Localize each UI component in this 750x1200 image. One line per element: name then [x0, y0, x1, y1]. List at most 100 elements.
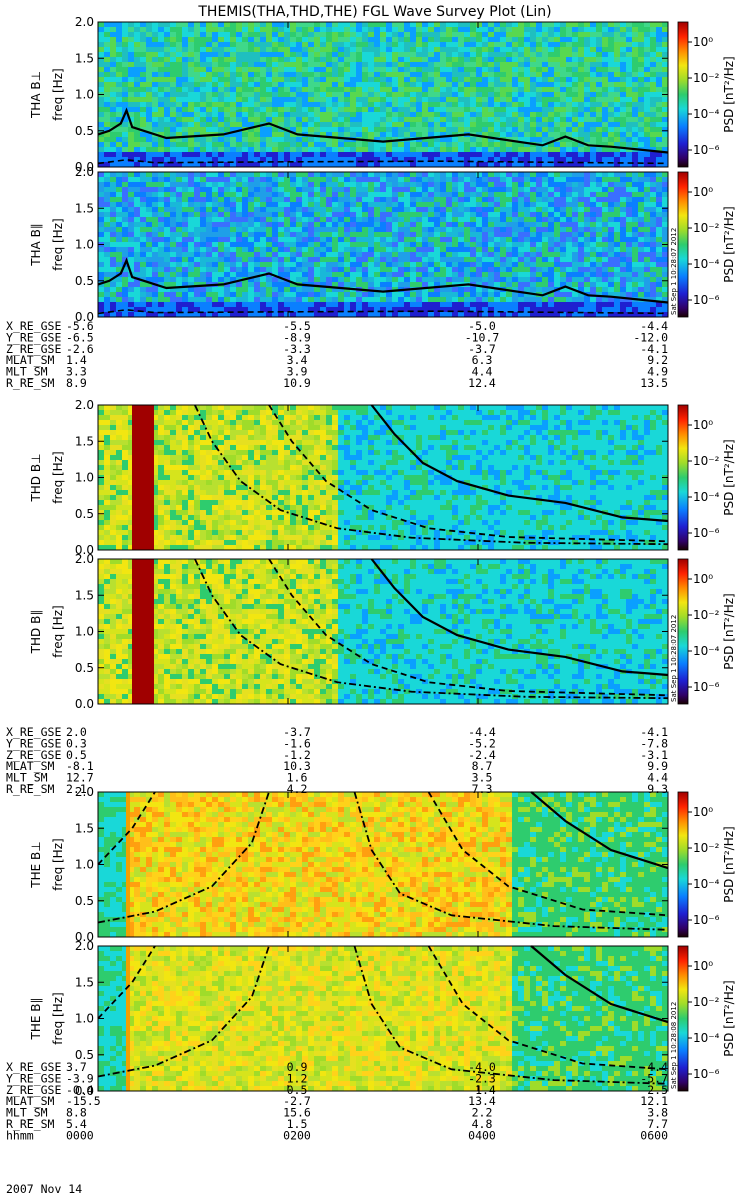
heat-cell	[644, 107, 650, 112]
heat-cell	[206, 107, 212, 112]
heat-cell	[206, 67, 212, 72]
heat-cell	[140, 162, 146, 167]
heat-cell	[620, 77, 626, 82]
heat-cell	[482, 247, 488, 252]
heat-cell	[356, 102, 362, 107]
heat-cell	[338, 227, 344, 232]
heat-cell	[518, 142, 524, 147]
heat-cell	[230, 292, 236, 297]
heat-cell	[302, 112, 308, 117]
heat-cell	[326, 252, 332, 257]
heat-cell	[374, 67, 380, 72]
heat-cell	[134, 187, 140, 192]
heat-cell	[236, 152, 242, 157]
heat-cell	[308, 232, 314, 237]
heat-cell	[200, 172, 206, 177]
heat-cell	[350, 147, 356, 152]
heat-cell	[314, 277, 320, 282]
heat-cell	[500, 62, 506, 67]
heat-cell	[218, 192, 224, 197]
heat-cell	[638, 107, 644, 112]
heat-cell	[338, 22, 344, 27]
heat-cell	[518, 82, 524, 87]
heat-cell	[392, 237, 398, 242]
heat-cell	[170, 52, 176, 57]
heat-cell	[326, 197, 332, 202]
heat-cell	[302, 252, 308, 257]
heat-cell	[338, 117, 344, 122]
heat-cell	[170, 197, 176, 202]
heat-cell	[584, 32, 590, 37]
heat-cell	[338, 262, 344, 267]
heat-cell	[332, 172, 338, 177]
heat-cell	[362, 112, 368, 117]
heat-cell	[440, 212, 446, 217]
heat-cell	[308, 227, 314, 232]
heat-cell	[284, 227, 290, 232]
heat-cell	[134, 307, 140, 312]
heat-cell	[266, 147, 272, 152]
heat-cell	[350, 52, 356, 57]
heat-cell	[476, 192, 482, 197]
heat-cell	[410, 127, 416, 132]
heat-cell	[584, 107, 590, 112]
heat-cell	[170, 92, 176, 97]
heat-cell	[284, 157, 290, 162]
heat-cell	[332, 207, 338, 212]
heat-cell	[212, 277, 218, 282]
heat-cell	[464, 27, 470, 32]
heat-cell	[272, 222, 278, 227]
heat-cell	[104, 292, 110, 297]
heat-cell	[452, 277, 458, 282]
heat-cell	[356, 192, 362, 197]
heat-cell	[476, 307, 482, 312]
heat-cell	[212, 302, 218, 307]
heat-cell	[122, 177, 128, 182]
heat-cell	[398, 92, 404, 97]
heat-cell	[140, 272, 146, 277]
heat-cell	[206, 57, 212, 62]
heat-cell	[302, 22, 308, 27]
heat-cell	[248, 197, 254, 202]
heat-cell	[302, 272, 308, 277]
heat-cell	[164, 137, 170, 142]
heat-cell	[542, 77, 548, 82]
heat-cell	[140, 182, 146, 187]
heat-cell	[362, 142, 368, 147]
heat-cell	[272, 292, 278, 297]
heat-cell	[98, 247, 104, 252]
heat-cell	[320, 62, 326, 67]
heat-cell	[344, 107, 350, 112]
heat-cell	[644, 132, 650, 137]
heat-cell	[602, 97, 608, 102]
heat-cell	[638, 67, 644, 72]
heat-cell	[110, 107, 116, 112]
heat-cell	[182, 232, 188, 237]
heat-cell	[338, 282, 344, 287]
heat-cell	[332, 282, 338, 287]
heat-cell	[524, 57, 530, 62]
heat-cell	[344, 262, 350, 267]
heat-cell	[476, 172, 482, 177]
heat-cell	[386, 232, 392, 237]
heat-cell	[296, 252, 302, 257]
heat-cell	[200, 212, 206, 217]
heat-cell	[482, 252, 488, 257]
heat-cell	[512, 182, 518, 187]
heat-cell	[278, 82, 284, 87]
heat-cell	[356, 82, 362, 87]
heat-cell	[548, 137, 554, 142]
heat-cell	[386, 247, 392, 252]
heat-cell	[188, 222, 194, 227]
heat-cell	[452, 172, 458, 177]
heat-cell	[458, 287, 464, 292]
heat-cell	[278, 42, 284, 47]
heat-cell	[470, 37, 476, 42]
heat-cell	[158, 207, 164, 212]
heat-cell	[308, 117, 314, 122]
heat-cell	[368, 32, 374, 37]
heat-cell	[104, 282, 110, 287]
heat-cell	[224, 152, 230, 157]
heat-cell	[326, 267, 332, 272]
heat-cell	[176, 177, 182, 182]
